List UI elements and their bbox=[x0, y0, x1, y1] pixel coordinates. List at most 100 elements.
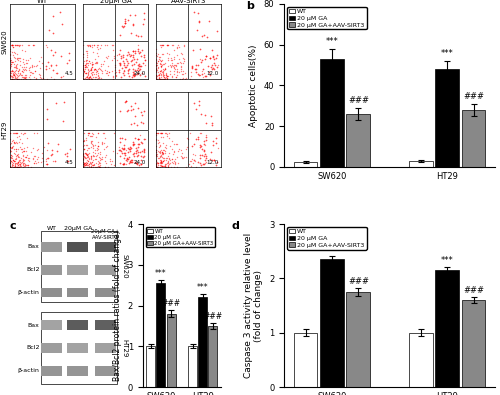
Point bbox=[106, 156, 114, 162]
Text: ***: *** bbox=[441, 256, 454, 265]
Point bbox=[177, 63, 185, 70]
Point bbox=[89, 149, 97, 155]
Point bbox=[164, 42, 172, 48]
Point bbox=[168, 151, 176, 158]
Point bbox=[192, 164, 200, 170]
Point bbox=[120, 59, 128, 66]
Point bbox=[91, 149, 99, 156]
Point bbox=[116, 60, 124, 66]
Point bbox=[90, 147, 98, 153]
Point bbox=[80, 163, 88, 169]
Point bbox=[82, 137, 90, 143]
Point bbox=[46, 27, 54, 34]
Point bbox=[154, 136, 162, 143]
Point bbox=[174, 148, 182, 154]
Point bbox=[14, 160, 22, 167]
Point bbox=[108, 158, 116, 164]
Point bbox=[124, 106, 132, 113]
Point bbox=[10, 164, 18, 170]
Point bbox=[124, 145, 132, 151]
Point bbox=[128, 159, 136, 166]
Point bbox=[156, 63, 164, 70]
Point bbox=[196, 155, 203, 161]
Point bbox=[202, 155, 210, 161]
Point bbox=[172, 66, 180, 72]
Point bbox=[88, 75, 96, 82]
Point bbox=[111, 70, 119, 76]
Point bbox=[192, 106, 200, 112]
Point bbox=[12, 154, 20, 161]
Point bbox=[164, 73, 172, 79]
Point bbox=[86, 132, 94, 139]
Point bbox=[152, 62, 160, 69]
Point bbox=[14, 55, 22, 61]
Point bbox=[30, 74, 38, 80]
Point bbox=[118, 24, 126, 30]
Point bbox=[104, 164, 112, 170]
Point bbox=[134, 33, 141, 39]
Point bbox=[164, 153, 172, 159]
Point bbox=[120, 150, 128, 156]
Point bbox=[188, 65, 196, 71]
Point bbox=[128, 145, 136, 151]
Point bbox=[90, 71, 98, 77]
Point bbox=[83, 75, 91, 82]
Point bbox=[125, 72, 133, 79]
Point bbox=[162, 66, 170, 72]
Point bbox=[152, 66, 160, 72]
Bar bbox=[198, 297, 207, 387]
Point bbox=[162, 71, 170, 78]
Point bbox=[18, 47, 26, 53]
Point bbox=[170, 56, 178, 62]
Point bbox=[160, 150, 168, 156]
Point bbox=[32, 160, 40, 166]
Point bbox=[90, 42, 98, 48]
Point bbox=[18, 162, 26, 168]
Point bbox=[158, 57, 166, 63]
Point bbox=[80, 72, 88, 79]
Point bbox=[152, 63, 160, 69]
Point bbox=[140, 62, 148, 68]
Point bbox=[82, 75, 90, 82]
Point bbox=[29, 154, 37, 161]
Point bbox=[6, 144, 14, 150]
Point bbox=[137, 161, 145, 167]
Point bbox=[117, 148, 125, 154]
Point bbox=[92, 134, 100, 140]
Point bbox=[158, 157, 166, 164]
Point bbox=[79, 164, 87, 170]
Point bbox=[94, 147, 102, 153]
Point bbox=[130, 22, 138, 28]
Point bbox=[64, 150, 72, 156]
Point bbox=[152, 72, 160, 79]
Point bbox=[86, 74, 94, 81]
Point bbox=[19, 156, 27, 162]
Point bbox=[42, 116, 50, 122]
Point bbox=[204, 17, 212, 24]
Point bbox=[16, 157, 24, 164]
Point bbox=[14, 51, 22, 57]
Point bbox=[213, 27, 221, 34]
Point bbox=[79, 153, 87, 159]
Point bbox=[198, 68, 206, 74]
Point bbox=[130, 153, 138, 159]
Point bbox=[79, 71, 87, 77]
Point bbox=[126, 66, 134, 72]
Bar bbox=[294, 162, 318, 167]
Point bbox=[166, 150, 173, 156]
Point bbox=[140, 153, 147, 159]
Point bbox=[156, 160, 164, 166]
Point bbox=[6, 74, 14, 80]
Point bbox=[126, 159, 134, 165]
Point bbox=[13, 56, 21, 62]
Point bbox=[83, 160, 91, 166]
Point bbox=[177, 66, 185, 72]
Point bbox=[28, 156, 36, 163]
Point bbox=[174, 160, 182, 166]
Point bbox=[170, 158, 178, 165]
Point bbox=[198, 58, 205, 65]
Point bbox=[8, 144, 16, 150]
Point bbox=[79, 51, 87, 57]
Point bbox=[12, 63, 20, 70]
Point bbox=[157, 130, 165, 137]
